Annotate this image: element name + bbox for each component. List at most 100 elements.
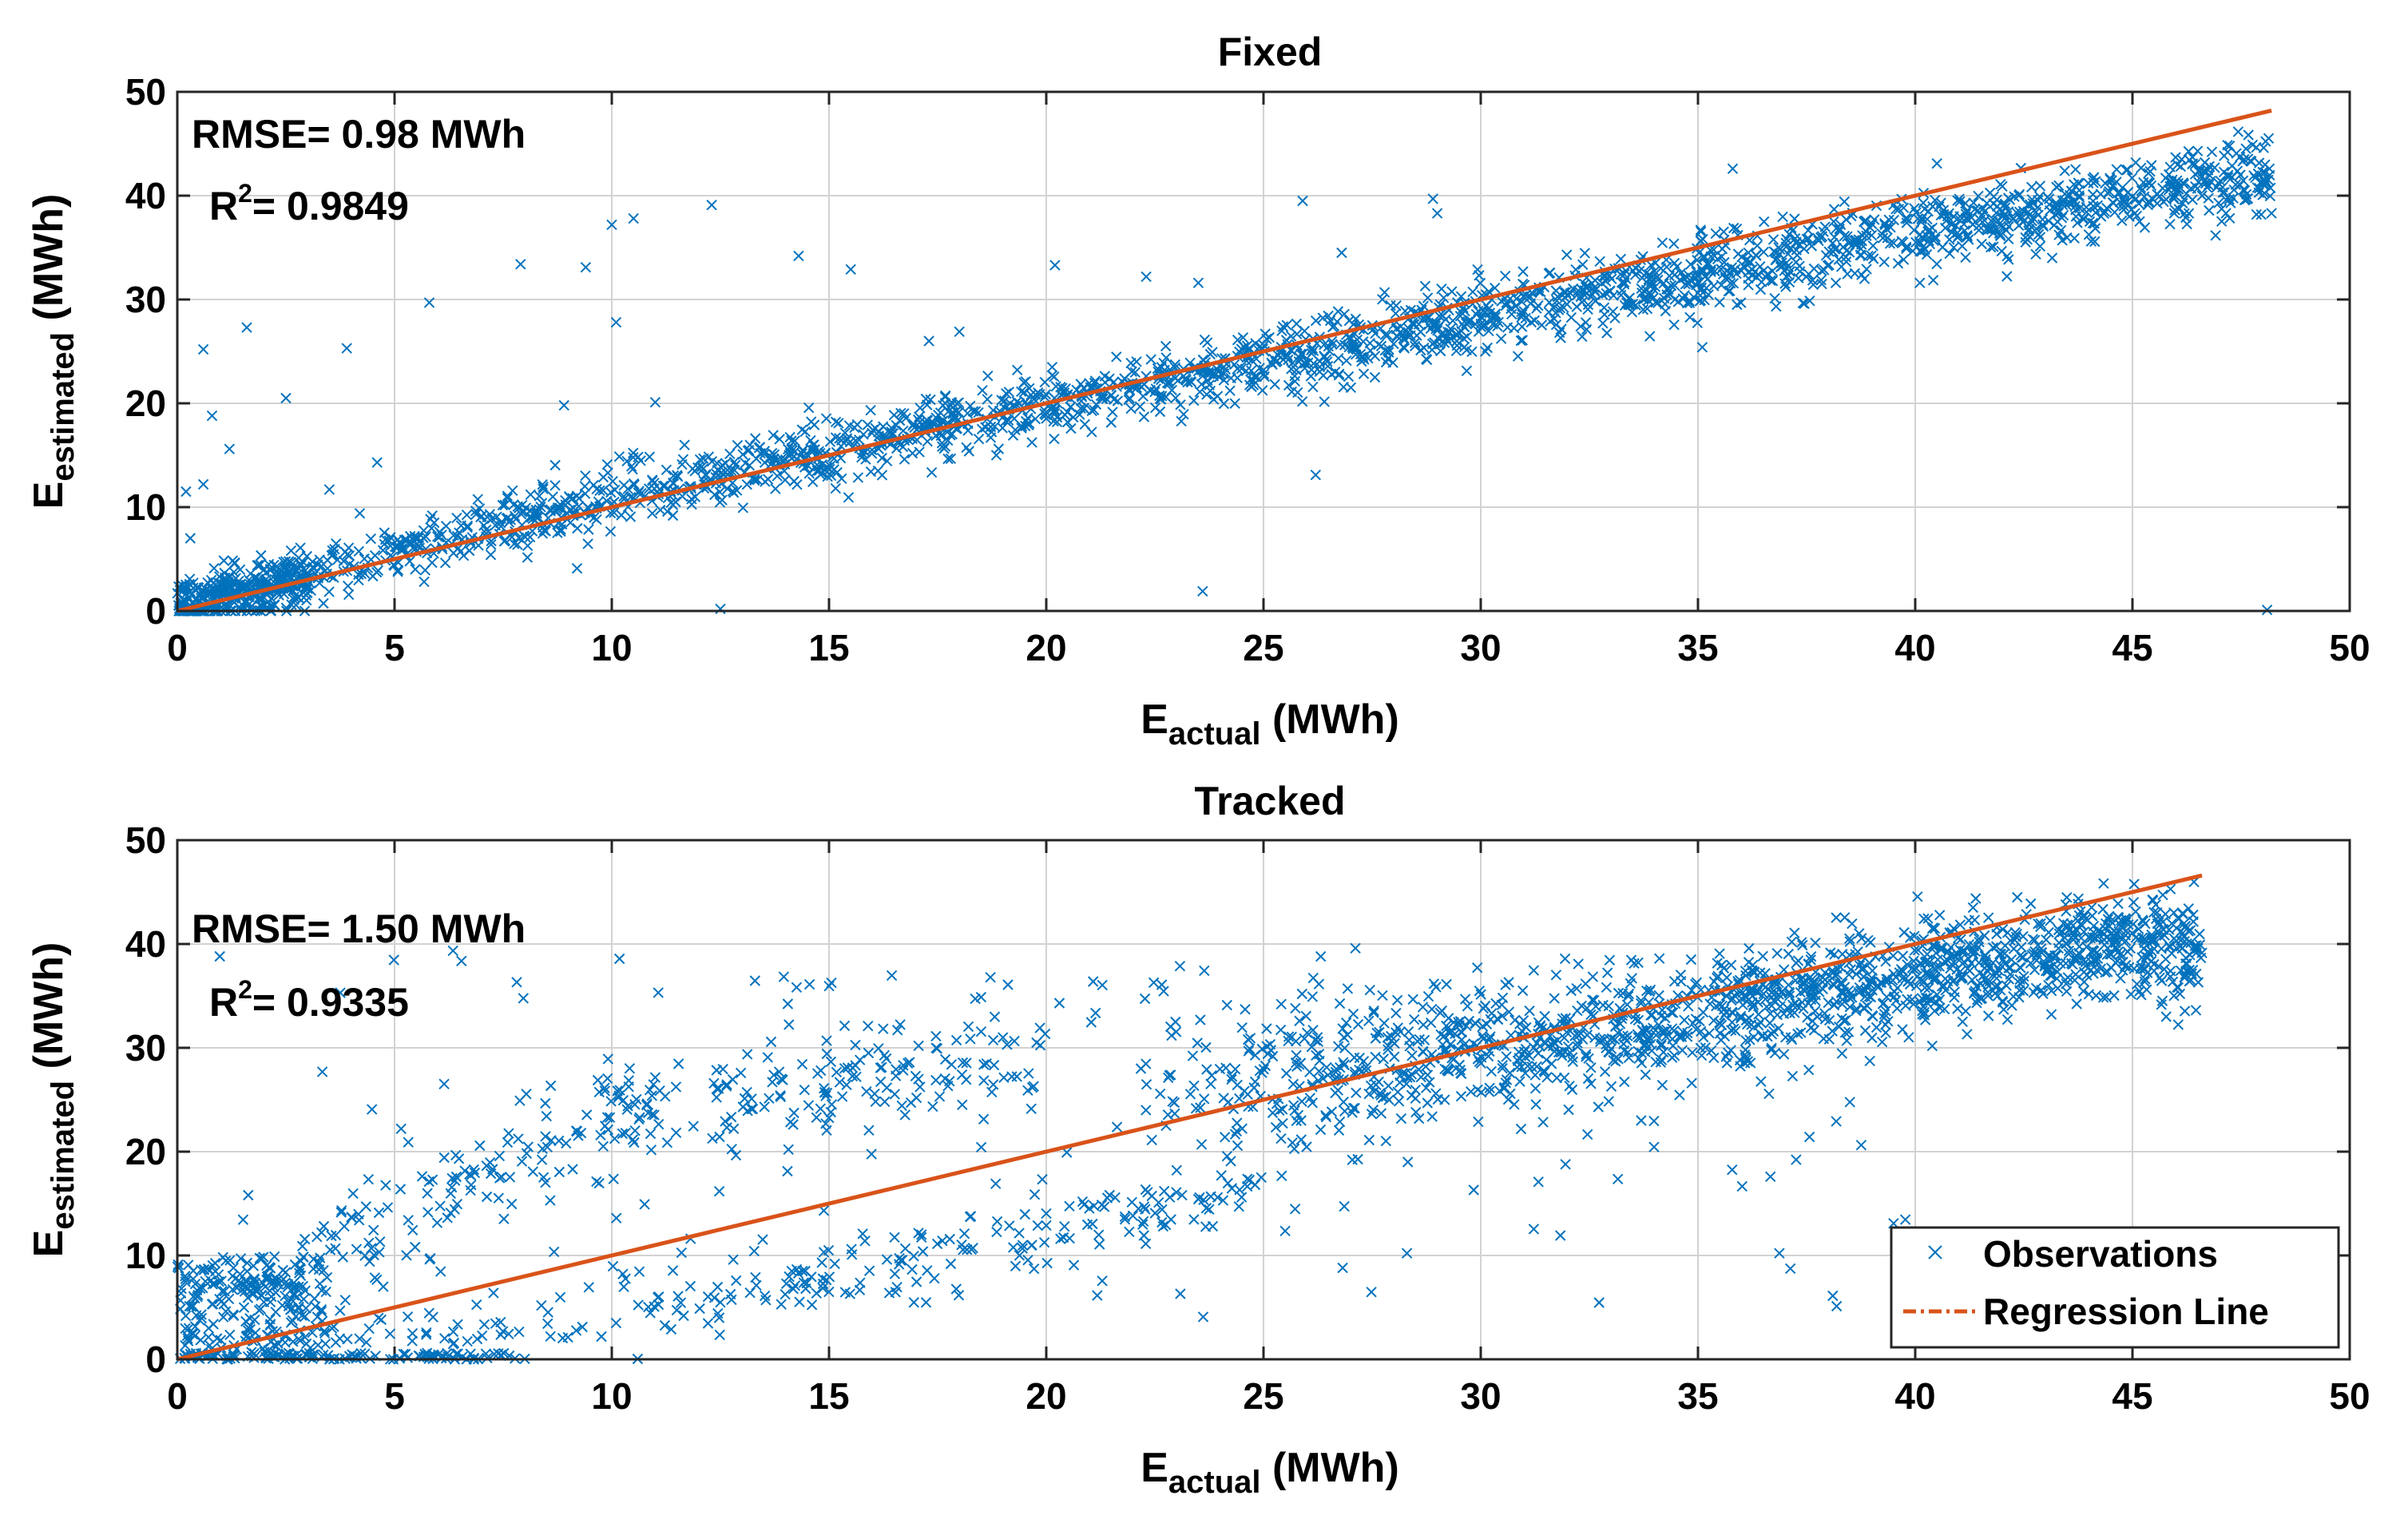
observation-point [1287,357,1299,368]
x-tick-label: 50 [2329,627,2370,668]
observation-point [744,439,756,450]
observation-point [1736,265,1747,276]
observation-point [1065,422,1077,434]
observation-point [797,445,808,457]
observation-point [977,385,988,396]
observation-point [1998,209,2010,221]
observation-point [1283,354,1294,366]
observation-point [593,496,605,507]
observation-point [1668,319,1680,331]
observation-point [1985,241,1997,253]
observation-point [2196,190,2208,201]
observation-point [1704,258,1715,269]
observation-point [2059,188,2071,200]
observation-point [1901,243,1912,255]
observation-point [1743,247,1754,259]
observation-point [730,459,741,471]
observation-point [1125,403,1137,414]
observation-point [1638,293,1649,304]
observation-point [2001,271,2013,282]
observation-point [1495,333,1507,344]
observation-point [534,490,545,502]
observation-point [1039,376,1050,388]
observation-point [1269,379,1280,391]
observation-point [1134,401,1146,412]
observation-point [486,539,497,550]
observation-point [1178,408,1189,420]
observation-point [1480,346,1491,357]
observation-point [1294,352,1306,364]
observation-point [1218,398,1230,410]
observation-point [1010,424,1021,436]
observation-point [899,408,910,419]
observation-point [720,458,732,469]
observation-point [580,470,591,482]
y-tick-label: 50 [125,71,166,113]
observation-point [1914,277,1926,288]
y-tick-label: 10 [125,486,166,528]
observation-point [2179,193,2190,205]
observation-point [1968,197,1979,208]
observation-point [1508,323,1520,334]
observation-point [836,473,847,485]
observation-point [2051,199,2062,211]
observation-point [1867,240,1878,252]
observation-point [865,404,876,416]
fixed-r2-value: = 0.9849 [252,184,409,228]
observation-point [945,453,957,465]
observation-point [601,458,613,470]
observation-point [1755,276,1767,288]
tracked-panel: Tracked 0 5 10 15 20 25 30 35 40 45 50 01020304050… [26,779,2370,1500]
observation-point [1160,340,1172,352]
observation-point [1898,254,1910,265]
observation-point [2046,252,2058,264]
observation-point [486,513,498,525]
observation-point [1296,395,1308,407]
observation-point [2100,177,2111,189]
observation-point [1550,285,1562,296]
observation-point [2258,142,2270,153]
observation-point [1938,208,1950,220]
observation-point [1245,365,1257,376]
observation-point [796,424,808,435]
observation-point [2213,197,2224,208]
observation-point [1767,234,1779,245]
observation-point [1517,335,1529,346]
observation-point [579,481,591,492]
observation-point [2070,164,2081,175]
observation-point [1169,359,1181,371]
observation-point [1661,289,1672,300]
observation-point [2099,205,2110,217]
x-tick-label: 0 [167,627,188,668]
observation-point [537,478,548,490]
observation-point [906,447,918,459]
observation-point [1719,256,1730,268]
observation-point [2024,219,2035,231]
observation-point [198,585,210,597]
observation-point [1976,209,1988,221]
observation-point [2235,169,2246,180]
observation-point [2237,175,2249,186]
observation-point [939,398,951,409]
observation-point [2143,177,2154,188]
observation-point [1470,308,1482,320]
observation-point [1466,346,1478,358]
observation-point [990,450,1002,461]
observation-point [1129,367,1141,378]
observation-point [922,399,933,411]
observation-point [1641,303,1653,315]
observation-point [1078,403,1089,414]
observation-point [1447,315,1458,327]
observation-point [1806,240,1818,252]
observation-point [2163,184,2175,196]
observation-point [649,483,661,494]
observation-point [938,442,950,454]
observation-point [522,552,534,563]
observation-point [2073,192,2085,204]
observation-point [1789,232,1801,244]
observation-point [1695,226,1707,237]
observation-point [1089,404,1100,416]
observation-point [1145,354,1156,365]
